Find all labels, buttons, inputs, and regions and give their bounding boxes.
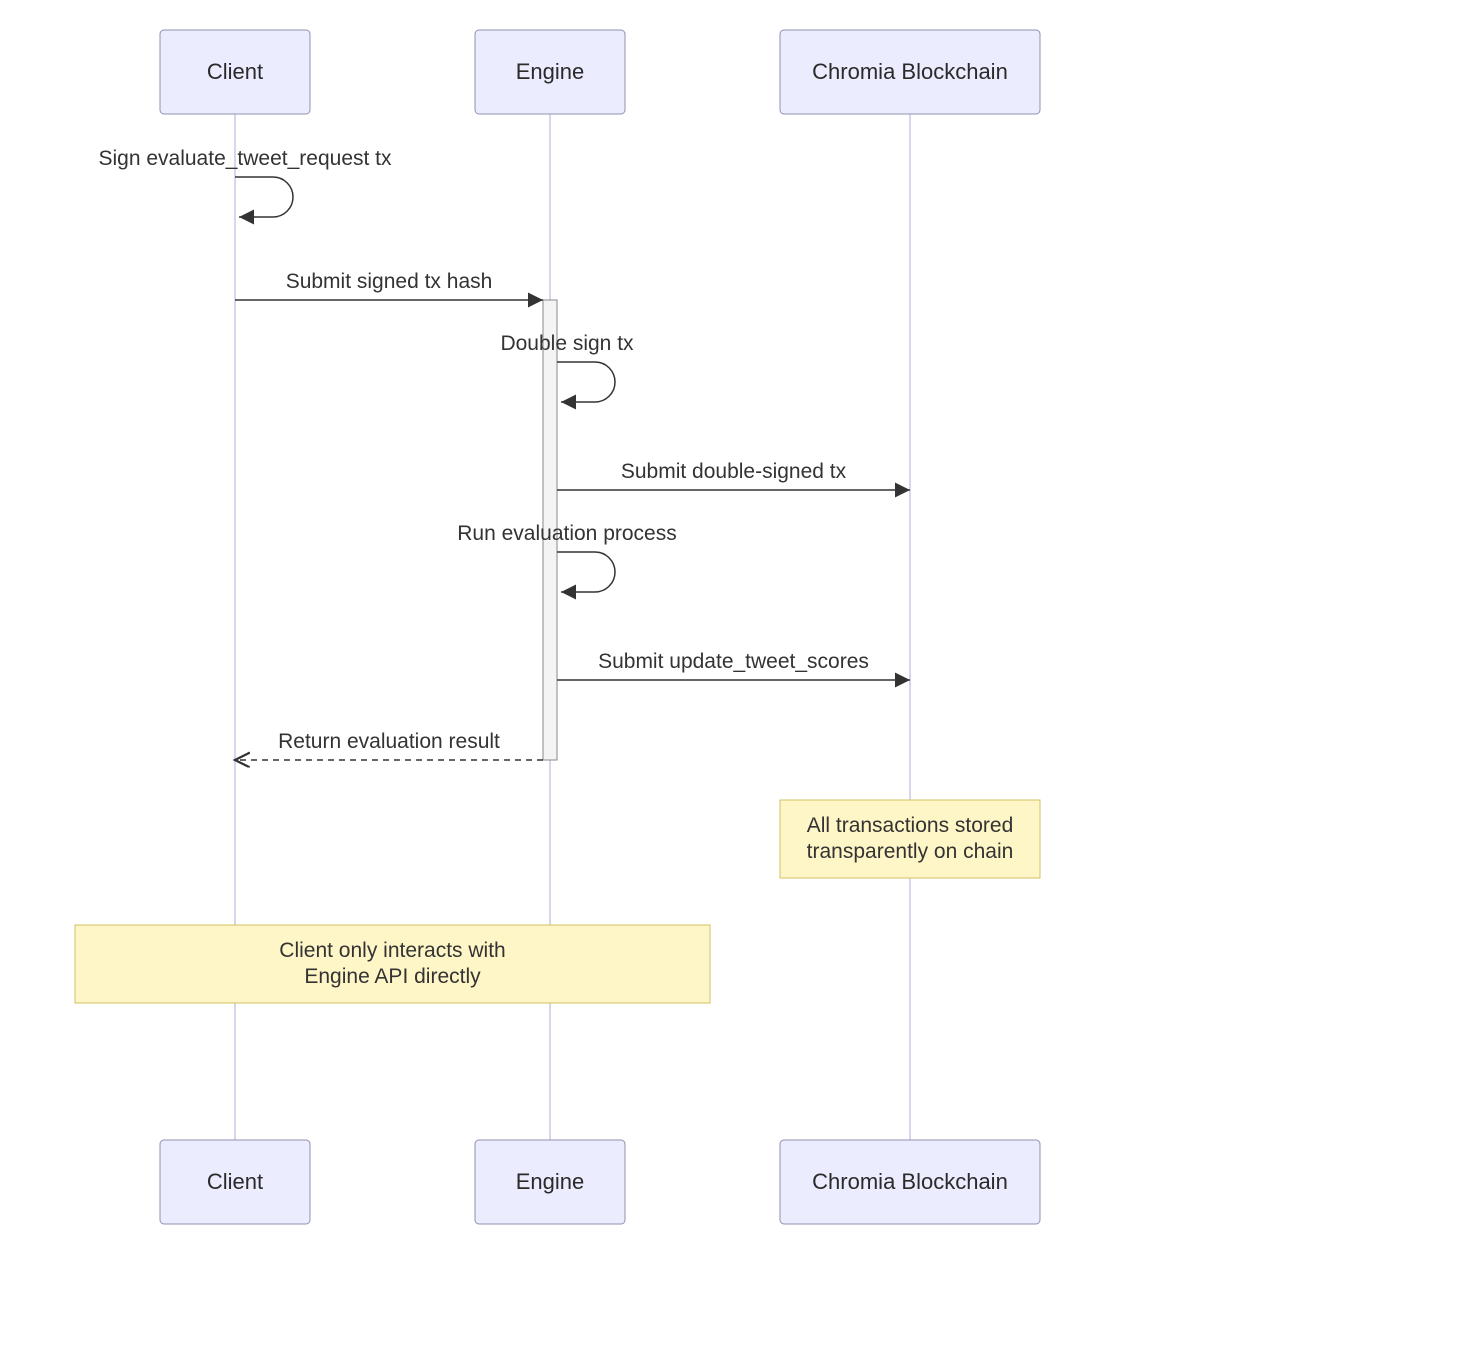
note-text-0-0: All transactions stored — [807, 814, 1014, 837]
message-label-4: Run evaluation process — [457, 522, 676, 545]
self-message-2 — [557, 362, 615, 402]
note-box-1 — [75, 925, 710, 1003]
message-label-3: Submit double-signed tx — [621, 460, 847, 483]
actor-label-engine: Engine — [516, 59, 585, 84]
note-text-1-0: Client only interacts with — [279, 939, 505, 962]
sequence-diagram: Client Engine Chromia Blockchain Client Engi… — [0, 0, 1476, 1362]
message-label-0: Sign evaluate_tweet_request tx — [98, 147, 392, 170]
message-label-2: Double sign tx — [500, 332, 634, 355]
note-text-1-1: Engine API directly — [304, 965, 481, 988]
message-label-1: Submit signed tx hash — [286, 270, 493, 293]
actor-label-chromia: Chromia Blockchain — [812, 1169, 1008, 1194]
message-label-6: Return evaluation result — [278, 730, 500, 753]
actor-label-client: Client — [207, 59, 263, 84]
message-label-5: Submit update_tweet_scores — [598, 650, 869, 673]
actor-label-chromia: Chromia Blockchain — [812, 59, 1008, 84]
actor-label-client: Client — [207, 1169, 263, 1194]
self-message-4 — [557, 552, 615, 592]
note-text-0-1: transparently on chain — [807, 840, 1014, 863]
actor-label-engine: Engine — [516, 1169, 585, 1194]
self-message-0 — [235, 177, 293, 217]
note-box-0 — [780, 800, 1040, 878]
